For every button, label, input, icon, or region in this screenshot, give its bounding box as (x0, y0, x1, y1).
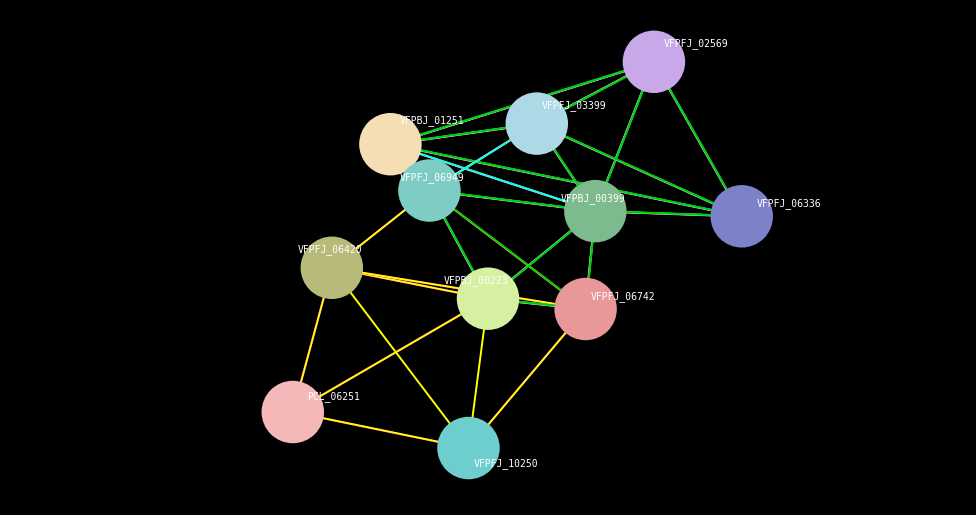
Text: VFPBJ_00399: VFPBJ_00399 (561, 193, 626, 204)
Ellipse shape (457, 267, 519, 330)
Ellipse shape (554, 278, 617, 340)
Ellipse shape (398, 159, 461, 222)
Text: VFPFJ_02569: VFPFJ_02569 (664, 38, 728, 49)
Ellipse shape (623, 30, 685, 93)
Ellipse shape (359, 113, 422, 176)
Text: VFPFJ_06336: VFPFJ_06336 (756, 198, 821, 209)
Text: VFPFJ_10250: VFPFJ_10250 (473, 458, 538, 469)
Text: PCL_06251: PCL_06251 (307, 391, 360, 402)
Ellipse shape (262, 381, 324, 443)
Text: VFPFJ_03399: VFPFJ_03399 (542, 100, 606, 111)
Ellipse shape (301, 236, 363, 299)
Ellipse shape (506, 92, 568, 155)
Text: VFPBJ_00223: VFPBJ_00223 (444, 275, 508, 286)
Text: VFPFJ_06949: VFPFJ_06949 (400, 172, 465, 183)
Ellipse shape (564, 180, 627, 243)
Ellipse shape (711, 185, 773, 248)
Ellipse shape (437, 417, 500, 479)
Text: VFPFJ_06420: VFPFJ_06420 (298, 244, 362, 255)
Text: VFPFJ_06742: VFPFJ_06742 (590, 290, 655, 302)
Text: VFPBJ_01251: VFPBJ_01251 (400, 115, 465, 127)
